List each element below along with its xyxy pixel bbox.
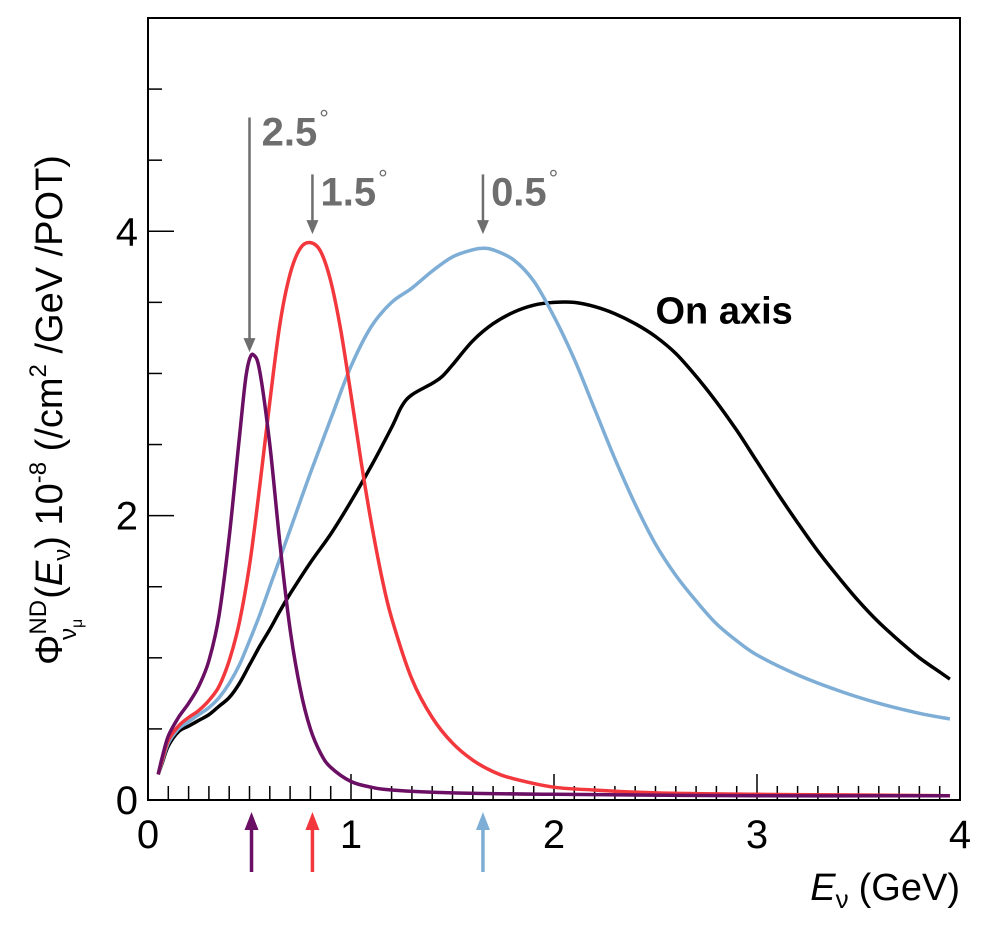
x-axis-title: Eν (GeV) (810, 867, 960, 914)
y-axis-phi-sup: ND (25, 600, 52, 635)
y-axis-phi-subsub: μ (69, 619, 86, 628)
on-axis-label: On axis (656, 290, 793, 332)
peak-arrow-2-head (475, 812, 490, 830)
angle-arrow-1-head (306, 220, 319, 235)
y-tick-label: 4 (116, 210, 138, 254)
y-axis-arg-open: ( (29, 586, 71, 599)
y-tick-label: 2 (116, 495, 138, 539)
peak-arrow-1-head (305, 812, 320, 830)
x-axis-symbol: E (810, 867, 836, 909)
y-axis-factor: 10 (29, 483, 71, 536)
flux-curve-2 (156, 240, 950, 798)
angle-label-2: 0.5 (491, 170, 547, 214)
angle-arrow-0-head (243, 338, 256, 353)
y-axis-arg-e: E (29, 560, 71, 586)
y-axis-unit-exp: 2 (25, 364, 52, 377)
y-axis-phi: Φ (29, 635, 71, 665)
angle-label-1: 1.5 (321, 170, 377, 214)
x-tick-label: 4 (949, 813, 971, 857)
y-axis-factor-exp: -8 (25, 462, 52, 483)
y-axis-unit-b: /GeV /POT) (29, 155, 71, 364)
y-axis-unit-a: (/cm (29, 377, 71, 461)
plot-frame (147, 17, 961, 801)
peak-arrow-0-head (244, 812, 259, 830)
tick-labels: 0 1 2 3 4 0 2 4 (116, 210, 971, 857)
x-tick-label: 1 (340, 813, 362, 857)
flux-curve-3 (156, 352, 950, 798)
flux-curve-0 (156, 300, 951, 775)
flux-curves (156, 240, 951, 798)
y-axis-arg-close: ) (29, 536, 71, 549)
angle-label-0: 2.5 (262, 111, 318, 155)
x-tick-label: 2 (543, 813, 565, 857)
angle-degree-0: ° (319, 106, 329, 133)
y-axis-phi-sub: ν (55, 628, 82, 640)
angle-degree-2: ° (549, 165, 559, 192)
x-axis-symbol-sub: ν (836, 884, 849, 914)
y-tick-label: 0 (116, 779, 138, 823)
x-axis-unit: (GeV) (859, 867, 960, 909)
angle-arrow-2-head (476, 220, 489, 235)
y-axis-arg-sub: ν (49, 549, 76, 561)
y-axis-title: ΦND νμ(Eν) 10-8 (/cm2 /GeV /POT) (25, 155, 86, 665)
x-tick-label: 0 (137, 813, 159, 857)
angle-annotations: 2.5 °1.5 ° 0.5 ° (243, 106, 559, 872)
angle-degree-1: ° (378, 165, 388, 192)
flux-curve-1 (156, 246, 951, 775)
x-tick-label: 3 (746, 813, 768, 857)
